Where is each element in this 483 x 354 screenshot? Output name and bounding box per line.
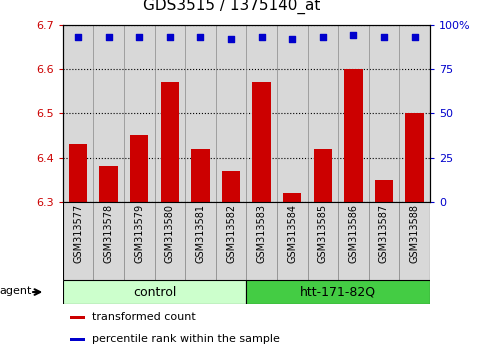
Text: GSM313588: GSM313588 <box>410 204 420 263</box>
Bar <box>277 25 308 202</box>
Bar <box>338 202 369 280</box>
Point <box>258 34 266 40</box>
Bar <box>405 113 424 202</box>
Text: GDS3515 / 1375140_at: GDS3515 / 1375140_at <box>143 0 321 14</box>
Text: control: control <box>133 286 176 298</box>
Bar <box>399 202 430 280</box>
Bar <box>185 25 216 202</box>
Bar <box>216 25 246 202</box>
Point <box>380 34 388 40</box>
Bar <box>191 149 210 202</box>
Text: transformed count: transformed count <box>92 312 196 322</box>
Bar <box>124 25 155 202</box>
Text: GSM313585: GSM313585 <box>318 204 328 263</box>
Bar <box>308 25 338 202</box>
Bar <box>338 25 369 202</box>
Bar <box>222 171 240 202</box>
Bar <box>124 202 155 280</box>
Point <box>74 34 82 40</box>
Bar <box>369 202 399 280</box>
Point <box>319 34 327 40</box>
Bar <box>93 202 124 280</box>
Point <box>105 34 113 40</box>
Text: agent: agent <box>0 286 32 296</box>
Bar <box>70 338 85 341</box>
Text: GSM313586: GSM313586 <box>348 204 358 263</box>
Text: percentile rank within the sample: percentile rank within the sample <box>92 335 280 344</box>
Point <box>411 34 418 40</box>
Text: GSM313578: GSM313578 <box>104 204 114 263</box>
Text: GSM313587: GSM313587 <box>379 204 389 263</box>
Point <box>288 36 296 42</box>
Bar <box>369 25 399 202</box>
Point <box>197 34 204 40</box>
Point <box>135 34 143 40</box>
Bar <box>69 144 87 202</box>
Bar <box>253 82 271 202</box>
Bar <box>155 202 185 280</box>
Bar <box>161 82 179 202</box>
Bar <box>308 202 338 280</box>
Bar <box>313 149 332 202</box>
Bar <box>344 69 363 202</box>
Text: GSM313579: GSM313579 <box>134 204 144 263</box>
Bar <box>70 316 85 319</box>
Bar <box>277 202 308 280</box>
Bar <box>130 135 148 202</box>
Bar <box>216 202 246 280</box>
Bar <box>63 202 93 280</box>
Text: htt-171-82Q: htt-171-82Q <box>300 286 376 298</box>
Bar <box>99 166 118 202</box>
Text: GSM313581: GSM313581 <box>196 204 205 263</box>
Bar <box>63 280 246 304</box>
Text: GSM313584: GSM313584 <box>287 204 297 263</box>
Point <box>350 33 357 38</box>
Bar <box>155 25 185 202</box>
Bar <box>63 25 93 202</box>
Point <box>166 34 174 40</box>
Text: GSM313577: GSM313577 <box>73 204 83 263</box>
Text: GSM313580: GSM313580 <box>165 204 175 263</box>
Text: GSM313583: GSM313583 <box>256 204 267 263</box>
Text: GSM313582: GSM313582 <box>226 204 236 263</box>
Point <box>227 36 235 42</box>
Bar <box>283 193 301 202</box>
Bar <box>246 25 277 202</box>
Bar <box>185 202 216 280</box>
Bar <box>375 179 393 202</box>
Bar <box>399 25 430 202</box>
Bar <box>246 280 430 304</box>
Bar <box>246 202 277 280</box>
Bar <box>93 25 124 202</box>
